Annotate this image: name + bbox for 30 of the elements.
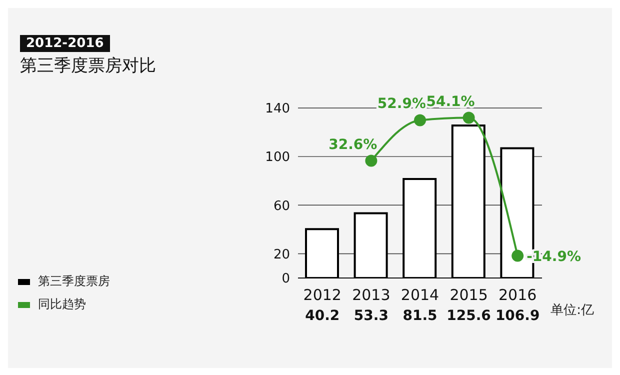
data-label: 106.9 xyxy=(495,308,540,324)
data-label: 32.6% xyxy=(328,136,378,153)
y-tick-label: 0 xyxy=(282,272,290,287)
data-label: 54.1% xyxy=(426,94,475,110)
text: 2012-2016 xyxy=(20,35,110,52)
text: 第三季度票房对比 xyxy=(20,55,156,77)
data-label: 125.6 xyxy=(446,308,491,324)
point xyxy=(512,250,524,262)
y-tick-label: 100 xyxy=(265,150,290,166)
bar xyxy=(402,178,437,278)
point xyxy=(365,154,378,167)
y-tick-label: 140 xyxy=(265,102,290,117)
bar xyxy=(451,124,486,278)
data-label: 40.2 xyxy=(305,308,340,324)
bar xyxy=(305,228,339,278)
data-label: 53.3 xyxy=(354,308,388,324)
x-tick-label: 2015 xyxy=(450,286,488,304)
x-tick-label: 2013 xyxy=(352,286,390,304)
legend-label: 第三季度票房 xyxy=(38,273,110,290)
y-tick-label: 60 xyxy=(273,198,290,214)
data-label: 81.5 xyxy=(402,308,438,324)
legend-label: 同比趋势 xyxy=(38,296,86,313)
point xyxy=(462,112,475,124)
x-tick-label: 2012 xyxy=(303,286,342,304)
y-tick-label: 20 xyxy=(273,247,290,262)
point xyxy=(414,114,426,126)
bar xyxy=(354,212,388,278)
x-tick-label: 2016 xyxy=(498,286,537,304)
text: 单位:亿 xyxy=(550,302,594,319)
x-tick-label: 2014 xyxy=(400,286,440,304)
